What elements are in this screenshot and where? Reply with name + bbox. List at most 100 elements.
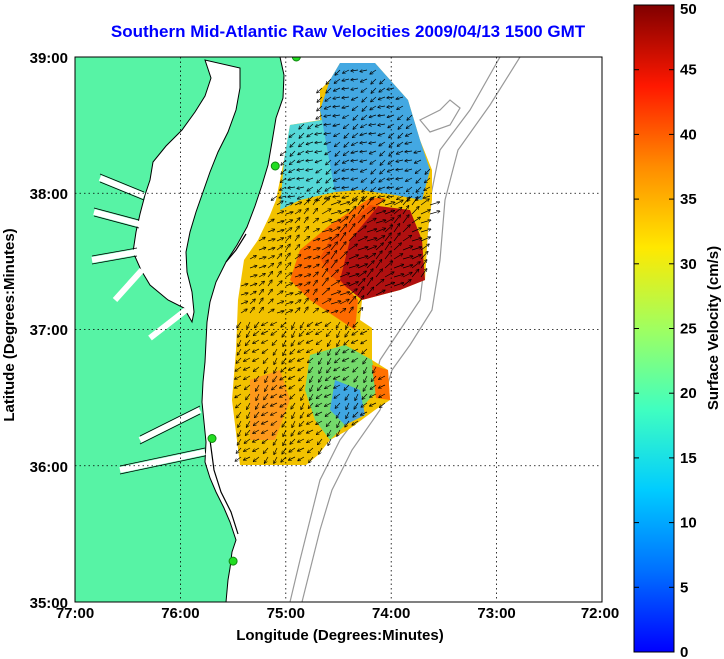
velocity-arrow: [298, 366, 305, 371]
velocity-arrow: [345, 393, 350, 400]
velocity-arrow: [288, 178, 296, 180]
velocity-arrow: [398, 132, 404, 138]
velocity-arrow: [288, 196, 296, 197]
colorbar-label: Surface Velocity (cm/s): [705, 246, 722, 410]
velocity-arrow: [405, 142, 413, 144]
velocity-arrow: [357, 216, 365, 224]
velocity-arrow: [346, 402, 350, 409]
velocity-arrow: [276, 211, 284, 215]
velocity-arrow: [290, 438, 296, 444]
velocity-arrow: [265, 456, 269, 463]
velocity-arrow: [312, 272, 318, 278]
velocity-arrow: [321, 252, 329, 260]
velocity-arrow: [352, 348, 359, 352]
velocity-arrow: [333, 196, 341, 197]
velocity-arrow: [352, 357, 359, 362]
velocity-arrow: [402, 206, 409, 215]
velocity-arrow: [375, 211, 386, 215]
velocity-arrow: [330, 311, 338, 314]
velocity-arrow: [267, 264, 273, 269]
velocity-arrow: [324, 133, 332, 134]
velocity-arrow: [312, 308, 318, 314]
velocity-arrow: [298, 195, 305, 199]
velocity-arrow: [253, 429, 260, 433]
velocity-arrow: [411, 207, 419, 215]
velocity-arrow: [238, 429, 242, 436]
velocity-arrow: [352, 141, 359, 145]
velocity-arrow: [267, 309, 274, 314]
velocity-arrow: [271, 321, 278, 325]
velocity-arrow: [370, 69, 377, 74]
velocity-arrow: [357, 256, 368, 260]
velocity-arrow: [333, 97, 341, 99]
colorbar: [633, 4, 675, 653]
velocity-arrow: [353, 195, 359, 200]
velocity-arrow: [276, 281, 282, 287]
velocity-arrow: [253, 357, 260, 361]
velocity-arrow: [342, 187, 350, 188]
velocity-arrow: [267, 239, 275, 241]
velocity-arrow: [289, 375, 296, 379]
velocity-arrow: [396, 187, 404, 189]
velocity-arrow: [398, 114, 404, 120]
velocity-arrow: [319, 447, 323, 454]
velocity-arrow: [361, 411, 368, 415]
velocity-arrow: [308, 402, 314, 408]
velocity-arrow: [387, 106, 395, 107]
velocity-arrow: [333, 106, 341, 107]
velocity-arrow: [299, 375, 305, 381]
velocity-arrow: [236, 402, 242, 408]
velocity-arrow: [262, 348, 269, 353]
y-tick-label: 37:00: [30, 322, 68, 339]
velocity-arrow: [235, 384, 242, 388]
velocity-arrow: [307, 177, 314, 181]
velocity-arrow: [328, 357, 332, 364]
velocity-arrow: [297, 169, 305, 170]
velocity-arrow: [301, 402, 305, 409]
velocity-arrow: [371, 186, 377, 192]
velocity-arrow: [276, 291, 283, 296]
velocity-arrow: [375, 260, 382, 269]
velocity-arrow: [325, 186, 332, 191]
velocity-arrow: [339, 263, 348, 269]
velocity-arrow: [299, 132, 305, 138]
grid-lines: [75, 57, 602, 602]
velocity-arrow: [335, 141, 341, 147]
y-axis-title: Latitude (Degrees:Minutes): [1, 228, 18, 421]
velocity-arrow: [321, 220, 331, 224]
velocity-arrow: [265, 366, 269, 373]
velocity-arrow: [343, 69, 350, 73]
velocity-arrow: [235, 375, 242, 379]
velocity-arrow: [281, 321, 287, 327]
velocity-arrow: [292, 330, 296, 337]
velocity-arrow: [244, 438, 251, 443]
velocity-arrow: [289, 357, 296, 362]
velocity-arrow: [402, 256, 413, 260]
velocity-arrow: [290, 159, 296, 165]
velocity-arrow: [384, 283, 394, 287]
velocity-arrow: [357, 237, 367, 242]
velocity-arrow: [249, 266, 257, 269]
velocity-arrow: [272, 384, 278, 390]
velocity-arrow: [361, 330, 368, 334]
velocity-arrow: [253, 438, 260, 442]
velocity-arrow: [258, 266, 266, 269]
velocity-arrow: [273, 438, 278, 445]
velocity-arrow: [326, 177, 332, 183]
velocity-arrow: [343, 366, 350, 370]
velocity-arrow: [292, 321, 296, 328]
velocity-arrow: [351, 169, 359, 170]
velocity-arrow: [263, 402, 269, 408]
velocity-arrow: [411, 262, 420, 269]
velocity-arrow: [348, 265, 359, 269]
velocity-arrow: [396, 178, 404, 179]
velocity-arrow: [274, 447, 278, 454]
velocity-arrow: [246, 393, 251, 400]
velocity-arrow: [344, 150, 350, 155]
velocity-arrow: [263, 357, 269, 363]
velocity-arrow: [357, 197, 364, 206]
velocity-arrow: [315, 133, 323, 134]
velocity-arrow: [236, 357, 242, 363]
velocity-arrow: [262, 321, 269, 326]
